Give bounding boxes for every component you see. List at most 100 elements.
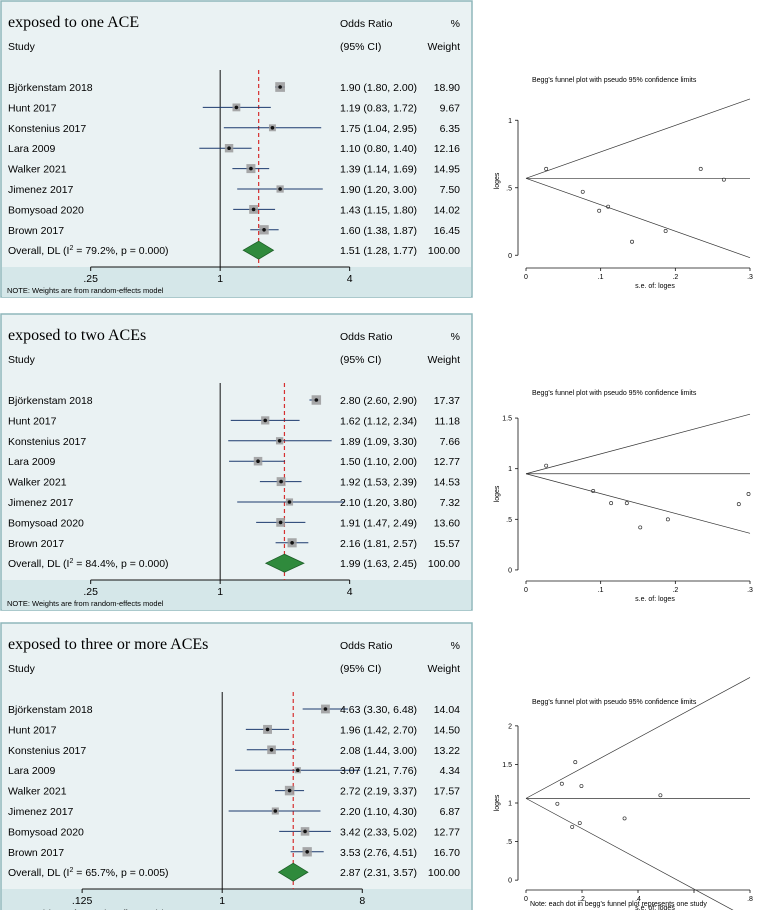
study-name: Hunt 2017 (8, 415, 57, 427)
x-tick-label: 4 (347, 273, 353, 285)
or-ci-value: 1.89 (1.09, 3.30) (340, 436, 417, 448)
or-ci-value: 1.96 (1.42, 2.70) (340, 724, 417, 736)
x-tick-label: 8 (359, 895, 365, 907)
funnel-y-label: loges (494, 794, 501, 811)
funnel-x-tick-label: .1 (598, 274, 604, 281)
or-ci-value: 3.07 (1.21, 7.76) (340, 765, 417, 777)
point-estimate (305, 850, 309, 854)
funnel-y-tick-label: 1 (508, 118, 512, 125)
funnel-y-tick-label: .5 (506, 839, 512, 846)
funnel-study-point (609, 501, 614, 506)
or-ci-value: 2.80 (2.60, 2.90) (340, 395, 417, 407)
or-ci-value: 1.39 (1.14, 1.69) (340, 164, 417, 176)
study-name: Jimenez 2017 (8, 497, 74, 509)
weight-value: 18.90 (434, 82, 460, 94)
col-ci-header: (95% CI) (340, 354, 381, 366)
funnel-note: Note: each dot in begg's funnel plot rep… (530, 901, 707, 908)
funnel-lower-limit (525, 798, 743, 915)
or-ci-value: 2.08 (1.44, 3.00) (340, 745, 417, 757)
weight-value: 4.34 (440, 765, 461, 777)
weights-note: NOTE: Weights are from random-effects mo… (7, 286, 164, 295)
funnel-study-point (736, 502, 741, 507)
x-tick-label: .25 (83, 586, 98, 598)
funnel-y-tick-label: 1.5 (502, 762, 512, 769)
or-ci-value: 1.75 (1.04, 2.95) (340, 123, 417, 135)
col-ci-header: (95% CI) (340, 41, 381, 53)
overall-or-ci: 1.99 (1.63, 2.45) (340, 558, 417, 570)
overall-label: Overall, DL (I2 = 65.7%, p = 0.005) (8, 867, 169, 879)
study-name: Konstenius 2017 (8, 123, 86, 135)
point-estimate (278, 520, 283, 525)
col-study-header: Study (8, 663, 36, 675)
panel-background (0, 313, 473, 611)
funnel-study-point (721, 177, 726, 182)
panel-background (0, 622, 473, 915)
or-ci-value: 3.42 (2.33, 5.02) (340, 826, 417, 838)
overall-diamond (264, 553, 305, 573)
study-name: Brown 2017 (8, 847, 64, 859)
funnel-y-tick-label: .5 (506, 517, 512, 524)
study-name: Konstenius 2017 (8, 436, 86, 448)
weight-value: 12.16 (434, 143, 460, 155)
point-estimate (270, 126, 275, 130)
study-name: Brown 2017 (8, 225, 64, 237)
funnel-x-label: s.e. of: loges (635, 596, 675, 603)
weight-value: 14.50 (434, 724, 460, 736)
study-name: Lara 2009 (8, 456, 55, 468)
weight-value: 14.02 (434, 204, 460, 216)
funnel-study-point (638, 525, 643, 530)
weight-value: 12.77 (434, 826, 460, 838)
panel-title: exposed to one ACE (8, 14, 139, 31)
funnel-x-tick-label: .4 (635, 896, 641, 903)
x-tick-label: 4 (347, 586, 353, 598)
col-percent-header: % (451, 18, 460, 30)
funnel-study-point (577, 821, 582, 826)
weights-note: NOTE: Weights are from random-effects mo… (7, 599, 164, 608)
point-estimate (295, 768, 300, 772)
point-estimate (249, 166, 253, 171)
funnel-y-tick-label: .5 (506, 185, 512, 192)
funnel-study-point (665, 517, 670, 522)
col-weight-header: Weight (428, 41, 461, 53)
or-ci-value: 2.20 (1.10, 4.30) (340, 806, 417, 818)
x-tick-label: 1 (217, 586, 223, 598)
point-estimate (234, 105, 239, 110)
overall-or-ci: 1.51 (1.28, 1.77) (340, 245, 417, 257)
funnel-x-tick-label: 0 (524, 896, 528, 903)
weight-value: 12.77 (434, 456, 460, 468)
funnel-upper-limit (525, 98, 751, 179)
col-weight-header: Weight (428, 663, 461, 675)
funnel-study-point (624, 501, 629, 506)
weight-value: 7.50 (440, 184, 461, 196)
funnel-x-tick-label: 0 (524, 274, 528, 281)
point-estimate (323, 707, 328, 711)
overall-diamond (242, 240, 275, 260)
panel-background (0, 0, 473, 298)
weight-value: 15.57 (434, 538, 460, 550)
weight-value: 13.60 (434, 517, 460, 529)
funnel-y-tick-label: 2 (508, 723, 512, 730)
col-percent-header: % (451, 331, 460, 343)
col-or-header: Odds Ratio (340, 640, 393, 652)
or-ci-value: 1.60 (1.38, 1.87) (340, 225, 417, 237)
study-name: Hunt 2017 (8, 724, 57, 736)
point-estimate (278, 187, 282, 191)
funnel-y-label: loges (494, 485, 501, 502)
axis-footer-band (2, 267, 471, 297)
study-name: Jimenez 2017 (8, 806, 74, 818)
funnel-title: Begg's funnel plot with pseudo 95% confi… (532, 77, 697, 84)
overall-weight: 100.00 (428, 558, 460, 570)
overall-or-ci: 2.87 (2.31, 3.57) (340, 867, 417, 879)
funnel-lower-limit (525, 473, 751, 534)
study-name: Hunt 2017 (8, 102, 57, 114)
study-name: Björkenstam 2018 (8, 704, 93, 716)
x-tick-label: .25 (83, 273, 98, 285)
study-name: Konstenius 2017 (8, 745, 86, 757)
funnel-lower-limit (525, 177, 751, 259)
point-estimate (227, 146, 231, 150)
weight-value: 16.70 (434, 847, 460, 859)
funnel-y-tick-label: 1.5 (502, 416, 512, 423)
or-ci-value: 3.53 (2.76, 4.51) (340, 847, 417, 859)
weight-value: 7.66 (440, 436, 461, 448)
